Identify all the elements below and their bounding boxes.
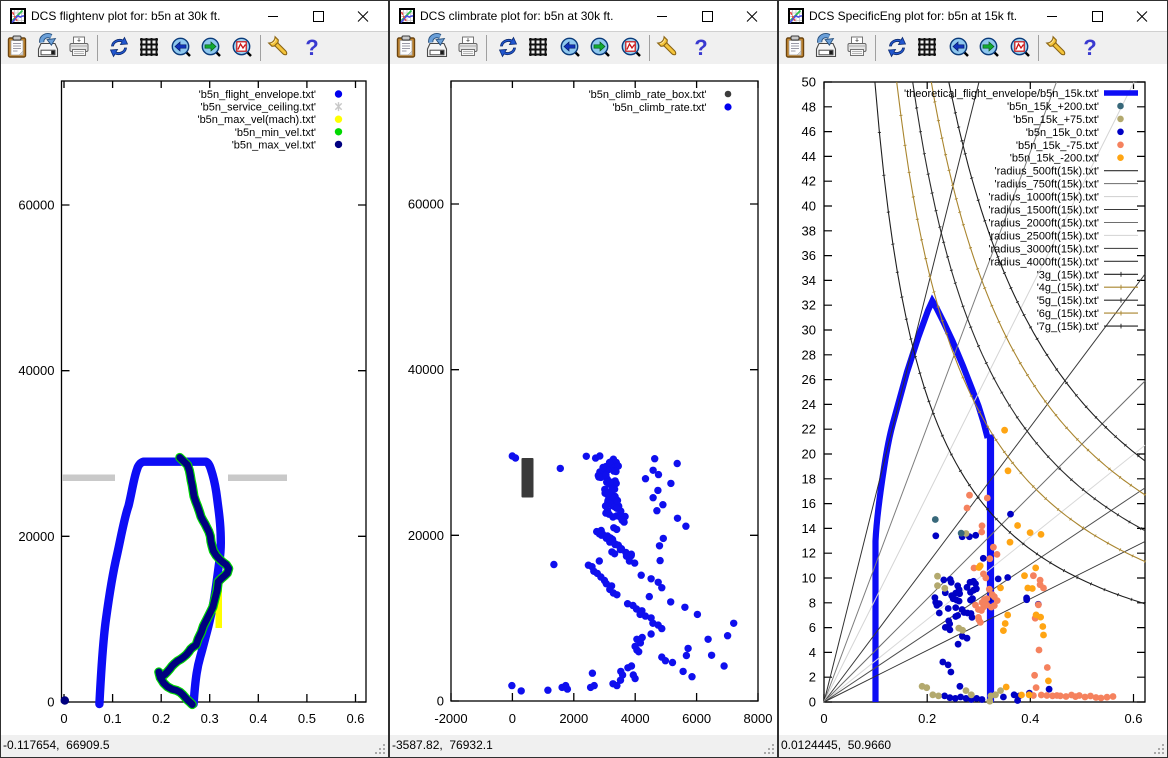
- svg-text:44: 44: [802, 149, 816, 164]
- svg-text:34: 34: [802, 273, 816, 288]
- svg-text:?: ?: [1083, 35, 1096, 60]
- svg-text:'b5n_flight_envelope.txt': 'b5n_flight_envelope.txt': [199, 89, 316, 101]
- svg-text:'b5n_climb_rate_box.txt': 'b5n_climb_rate_box.txt': [589, 89, 707, 101]
- svg-text:38: 38: [802, 223, 816, 238]
- svg-text:32: 32: [802, 298, 816, 313]
- svg-text:20: 20: [802, 447, 816, 462]
- svg-text:40: 40: [802, 199, 816, 214]
- svg-text:20000: 20000: [18, 529, 54, 544]
- svg-text:?: ?: [305, 35, 318, 60]
- svg-text:'b5n_max_vel.txt': 'b5n_max_vel.txt': [232, 139, 316, 151]
- svg-text:'radius_1000ft(15k).txt': 'radius_1000ft(15k).txt': [988, 192, 1099, 204]
- svg-text:'b5n_15k_+200.txt': 'b5n_15k_+200.txt': [1007, 101, 1099, 113]
- svg-text:4: 4: [809, 645, 816, 660]
- svg-text:0.6: 0.6: [1124, 711, 1142, 726]
- svg-text:28: 28: [802, 347, 816, 362]
- svg-text:0: 0: [509, 711, 516, 726]
- svg-text:20000: 20000: [408, 528, 444, 543]
- svg-text:0.3: 0.3: [201, 711, 219, 726]
- svg-text:'radius_4000ft(15k).txt': 'radius_4000ft(15k).txt': [988, 256, 1099, 268]
- svg-text:'7g_(15k).txt': '7g_(15k).txt': [1037, 321, 1099, 333]
- svg-text:'radius_500ft(15k).txt': 'radius_500ft(15k).txt': [995, 166, 1099, 178]
- svg-text:60000: 60000: [18, 198, 54, 213]
- svg-text:14: 14: [802, 521, 816, 536]
- svg-text:'radius_1500ft(15k).txt': 'radius_1500ft(15k).txt': [988, 205, 1099, 217]
- svg-text:0.6: 0.6: [346, 711, 364, 726]
- svg-text:40000: 40000: [408, 362, 444, 377]
- svg-text:'5g_(15k).txt': '5g_(15k).txt': [1037, 295, 1099, 307]
- svg-text:4000: 4000: [621, 711, 650, 726]
- svg-text:'b5n_climb_rate.txt': 'b5n_climb_rate.txt': [612, 102, 706, 114]
- svg-text:26: 26: [802, 372, 816, 387]
- svg-text:'b5n_15k_-75.txt': 'b5n_15k_-75.txt': [1016, 140, 1099, 152]
- svg-text:6000: 6000: [682, 711, 711, 726]
- svg-text:'b5n_15k_-200.txt': 'b5n_15k_-200.txt': [1010, 153, 1099, 165]
- svg-text:0.4: 0.4: [249, 711, 267, 726]
- svg-text:'6g_(15k).txt': '6g_(15k).txt': [1037, 308, 1099, 320]
- svg-text:0: 0: [437, 694, 444, 709]
- svg-text:'radius_2500ft(15k).txt': 'radius_2500ft(15k).txt': [988, 230, 1099, 242]
- svg-text:'theoretical_flight_envelope/b: 'theoretical_flight_envelope/b5n_15k.txt…: [904, 88, 1099, 100]
- svg-text:'b5n_service_ceiling.txt': 'b5n_service_ceiling.txt': [201, 102, 316, 114]
- svg-text:-2000: -2000: [434, 711, 467, 726]
- svg-text:42: 42: [802, 174, 816, 189]
- svg-text:2000: 2000: [559, 711, 588, 726]
- svg-text:30: 30: [802, 323, 816, 338]
- svg-text:'3g_(15k).txt': '3g_(15k).txt': [1037, 269, 1099, 281]
- svg-text:0.1: 0.1: [104, 711, 122, 726]
- svg-text:'b5n_min_vel.txt': 'b5n_min_vel.txt': [235, 127, 316, 139]
- svg-text:0.2: 0.2: [152, 711, 170, 726]
- svg-text:8: 8: [809, 595, 816, 610]
- svg-text:0.5: 0.5: [298, 711, 316, 726]
- svg-text:0.2: 0.2: [918, 711, 936, 726]
- svg-text:?: ?: [694, 35, 707, 60]
- svg-text:36: 36: [802, 248, 816, 263]
- svg-text:22: 22: [802, 422, 816, 437]
- svg-text:'b5n_15k_+75.txt': 'b5n_15k_+75.txt': [1013, 114, 1099, 126]
- svg-text:46: 46: [802, 124, 816, 139]
- svg-text:24: 24: [802, 397, 816, 412]
- svg-text:12: 12: [802, 546, 816, 561]
- svg-text:'b5n_15k_0.txt': 'b5n_15k_0.txt': [1026, 127, 1099, 139]
- svg-text:'radius_2000ft(15k).txt': 'radius_2000ft(15k).txt': [988, 218, 1099, 230]
- svg-text:18: 18: [802, 471, 816, 486]
- svg-text:'radius_750ft(15k).txt': 'radius_750ft(15k).txt': [995, 179, 1099, 191]
- svg-text:'radius_3000ft(15k).txt': 'radius_3000ft(15k).txt': [988, 243, 1099, 255]
- svg-text:8000: 8000: [744, 711, 773, 726]
- svg-text:60000: 60000: [408, 197, 444, 212]
- svg-text:0: 0: [820, 711, 827, 726]
- svg-text:16: 16: [802, 496, 816, 511]
- svg-text:6: 6: [809, 620, 816, 635]
- svg-text:0: 0: [47, 695, 54, 710]
- svg-text:2: 2: [809, 670, 816, 685]
- svg-text:48: 48: [802, 99, 816, 114]
- svg-text:10: 10: [802, 571, 816, 586]
- svg-text:40000: 40000: [18, 363, 54, 378]
- svg-text:0: 0: [60, 711, 67, 726]
- svg-text:'b5n_max_vel(mach).txt': 'b5n_max_vel(mach).txt': [197, 114, 316, 126]
- svg-text:'4g_(15k).txt': '4g_(15k).txt': [1037, 282, 1099, 294]
- svg-text:0.4: 0.4: [1021, 711, 1039, 726]
- svg-text:0: 0: [809, 695, 816, 710]
- svg-text:50: 50: [802, 75, 816, 90]
